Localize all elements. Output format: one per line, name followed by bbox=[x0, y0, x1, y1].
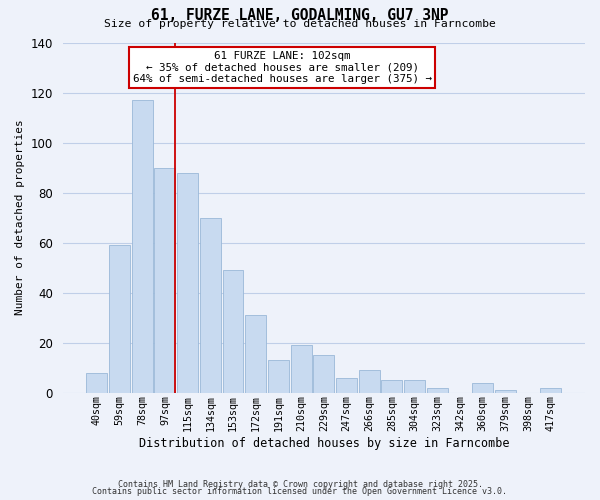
Bar bbox=[404, 380, 425, 392]
Bar bbox=[495, 390, 516, 392]
Bar bbox=[268, 360, 289, 392]
Bar bbox=[290, 345, 311, 393]
Bar bbox=[109, 245, 130, 392]
Text: Contains HM Land Registry data © Crown copyright and database right 2025.: Contains HM Land Registry data © Crown c… bbox=[118, 480, 482, 489]
Bar bbox=[359, 370, 380, 392]
Bar bbox=[382, 380, 403, 392]
Bar bbox=[223, 270, 244, 392]
Text: 61 FURZE LANE: 102sqm
← 35% of detached houses are smaller (209)
64% of semi-det: 61 FURZE LANE: 102sqm ← 35% of detached … bbox=[133, 52, 431, 84]
Text: 61, FURZE LANE, GODALMING, GU7 3NP: 61, FURZE LANE, GODALMING, GU7 3NP bbox=[151, 8, 449, 22]
Bar bbox=[154, 168, 175, 392]
Bar bbox=[245, 315, 266, 392]
Bar bbox=[132, 100, 152, 392]
Bar bbox=[86, 372, 107, 392]
Bar bbox=[541, 388, 561, 392]
Y-axis label: Number of detached properties: Number of detached properties bbox=[15, 120, 25, 316]
Bar bbox=[200, 218, 221, 392]
Bar bbox=[177, 172, 198, 392]
Text: Size of property relative to detached houses in Farncombe: Size of property relative to detached ho… bbox=[104, 19, 496, 29]
Bar bbox=[427, 388, 448, 392]
Bar bbox=[336, 378, 357, 392]
X-axis label: Distribution of detached houses by size in Farncombe: Distribution of detached houses by size … bbox=[139, 437, 509, 450]
Text: Contains public sector information licensed under the Open Government Licence v3: Contains public sector information licen… bbox=[92, 487, 508, 496]
Bar bbox=[313, 355, 334, 393]
Bar bbox=[472, 382, 493, 392]
